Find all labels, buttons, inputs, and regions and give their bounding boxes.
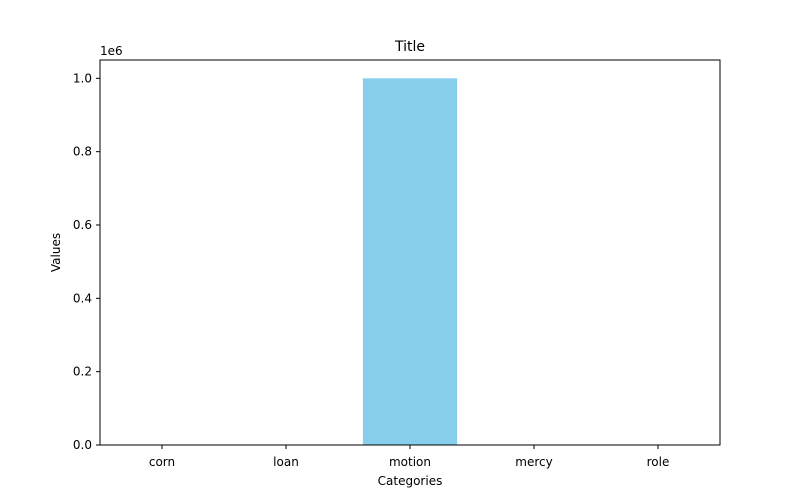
y-tick-label: 0.4: [73, 291, 92, 305]
y-tick-label: 0.0: [73, 438, 92, 452]
x-tick-label: loan: [273, 455, 299, 469]
x-tick-label: motion: [389, 455, 431, 469]
y-tick-label: 0.2: [73, 365, 92, 379]
x-tick-label: corn: [149, 455, 175, 469]
chart-title: Title: [394, 39, 425, 55]
y-offset-label: 1e6: [100, 44, 123, 58]
plot-frame: [99, 59, 721, 446]
x-axis-ticks: corn loan motion mercy role: [149, 445, 670, 469]
y-tick-label: 0.6: [73, 218, 92, 232]
x-tick-label: mercy: [515, 455, 552, 469]
x-axis-label: Categories: [378, 474, 443, 488]
bar-motion: [362, 78, 458, 445]
bars-group: [362, 78, 458, 445]
y-axis-label: Values: [49, 233, 63, 272]
y-axis-ticks: 0.0 0.2 0.4 0.6 0.8 1.0: [73, 71, 100, 452]
x-tick-label: role: [647, 455, 670, 469]
y-tick-label: 1.0: [73, 71, 92, 85]
y-tick-label: 0.8: [73, 145, 92, 159]
